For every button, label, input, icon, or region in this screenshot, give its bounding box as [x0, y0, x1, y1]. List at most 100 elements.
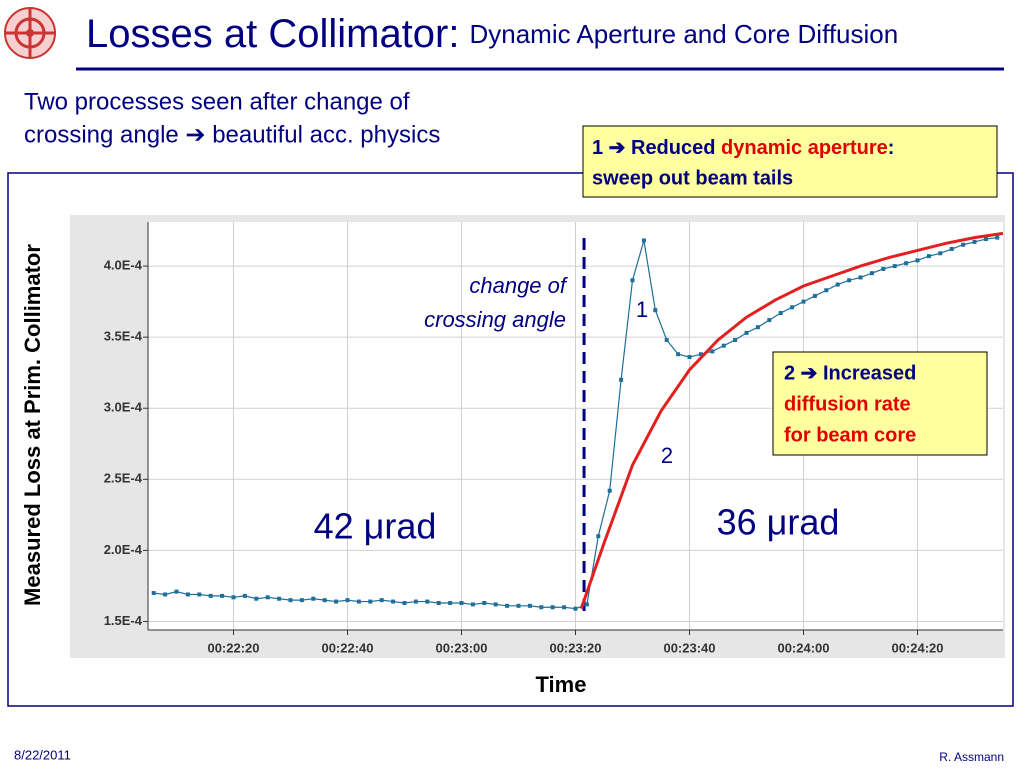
data-point [755, 325, 760, 330]
data-point [881, 266, 886, 271]
y-tick-label: 2.5E-4 [104, 471, 143, 486]
data-point [653, 308, 658, 313]
callout-box [772, 351, 988, 456]
data-point [835, 282, 840, 287]
data-point [482, 600, 487, 605]
data-point [584, 602, 589, 607]
data-point [573, 606, 578, 611]
footer-date: 8/22/2011 [14, 747, 71, 762]
slide-title: Losses at Collimator: Dynamic Aperture an… [86, 12, 898, 56]
callout-box [582, 125, 998, 198]
data-point [539, 605, 544, 610]
callout-part: : [888, 137, 895, 159]
data-point [915, 258, 920, 263]
y-tick-label: 4.0E-4 [104, 258, 143, 273]
callout-text: 2 ➔ Increased [784, 362, 916, 384]
data-point [687, 355, 692, 360]
data-point [413, 599, 418, 604]
data-point [299, 598, 304, 603]
annotation: 1 [636, 297, 648, 322]
data-point [619, 377, 624, 382]
data-point [516, 603, 521, 608]
footer-author: R. Assmann [939, 750, 1004, 764]
y-tick-label: 3.5E-4 [104, 329, 143, 344]
data-point [288, 598, 293, 603]
data-point [676, 352, 681, 357]
series-line [579, 231, 1004, 610]
data-point [185, 592, 190, 597]
data-point [801, 299, 806, 304]
data-point [949, 247, 954, 252]
data-point [322, 598, 327, 603]
data-point [733, 337, 738, 342]
data-point [641, 238, 646, 243]
data-point [368, 599, 373, 604]
data-point [892, 264, 897, 269]
y-tick-label: 1.5E-4 [104, 613, 143, 628]
data-point [436, 600, 441, 605]
data-point [379, 598, 384, 603]
annotation: change of [469, 273, 569, 298]
data-point [698, 352, 703, 357]
data-point [847, 278, 852, 283]
data-point [470, 602, 475, 607]
x-tick-label: 00:23:40 [663, 640, 715, 655]
data-point [334, 599, 339, 604]
data-point [220, 593, 225, 598]
callout-part: 1 ➔ Reduced [592, 137, 721, 159]
data-point [163, 592, 168, 597]
data-point [402, 600, 407, 605]
data-point [265, 595, 270, 600]
subtitle: Dynamic Aperture and Core Diffusion [469, 19, 898, 49]
data-point [448, 600, 453, 605]
callout-text: for beam core [784, 424, 916, 446]
data-point [356, 599, 361, 604]
x-tick-label: 00:24:00 [777, 640, 829, 655]
intro: crossing angle ➔ beautiful acc. physics [24, 121, 440, 148]
data-point [869, 271, 874, 276]
data-point [242, 593, 247, 598]
intro: Two processes seen after change of [24, 88, 410, 115]
data-point [961, 242, 966, 247]
data-point [607, 488, 612, 493]
y-tick-label: 2.0E-4 [104, 542, 143, 557]
data-point [721, 343, 726, 348]
data-point [391, 599, 396, 604]
data-point [231, 595, 236, 600]
data-point [778, 310, 783, 315]
data-point [664, 337, 669, 342]
data-point [197, 592, 202, 597]
data-point [562, 605, 567, 610]
annotation: 36 μrad [717, 502, 840, 543]
data-point [527, 603, 532, 608]
annotation: crossing angle [424, 307, 566, 332]
annotation: 42 μrad [314, 506, 437, 547]
data-point [596, 534, 601, 539]
callout-text: diffusion rate [784, 393, 911, 415]
x-tick-label: 00:23:20 [549, 640, 601, 655]
data-point [550, 605, 555, 610]
data-point [174, 589, 179, 594]
data-point [767, 318, 772, 323]
data-point [938, 251, 943, 256]
y-axis-label: Measured Loss at Prim. Collimator [20, 244, 45, 606]
data-point [972, 239, 977, 244]
x-tick-label: 00:22:40 [321, 640, 373, 655]
data-point [277, 596, 282, 601]
annotation: 2 [661, 443, 673, 468]
data-point [493, 602, 498, 607]
data-point [208, 593, 213, 598]
callout-text: sweep out beam tails [592, 167, 793, 189]
data-point [824, 288, 829, 293]
data-point [995, 235, 1000, 240]
data-point [926, 254, 931, 259]
data-point [630, 278, 635, 283]
x-tick-label: 00:23:00 [435, 640, 487, 655]
data-point [151, 591, 156, 596]
chart: 1.5E-4 2.0E-4 2.5E-4 3.0E-4 3.5E-4 4.0E-4 00:2… [104, 222, 1004, 655]
data-point [425, 599, 430, 604]
title: Losses at Collimator: [86, 12, 459, 56]
data-point [812, 293, 817, 298]
data-point [311, 596, 316, 601]
